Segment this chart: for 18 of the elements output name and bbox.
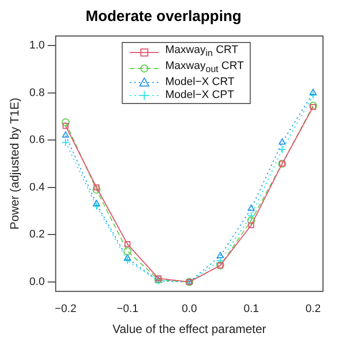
x-tick-label: −0.2 xyxy=(54,303,76,316)
y-tick-label: 0.4 xyxy=(29,181,45,194)
legend-label: Model−X CPT xyxy=(165,89,234,102)
y-tick-label: 0.8 xyxy=(29,86,45,99)
x-tick-label: −0.1 xyxy=(116,303,138,316)
y-tick-label: 0.2 xyxy=(29,228,45,241)
x-tick-label: 0.0 xyxy=(182,303,197,316)
y-tick-label: 1.0 xyxy=(29,39,45,52)
x-tick-label: 0.1 xyxy=(244,303,259,316)
y-tick-label: 0.0 xyxy=(29,276,45,288)
legend-label: Model−X CRT xyxy=(165,76,234,90)
legend-label: Maxway$_{out}$ CRT xyxy=(165,60,244,76)
chart-title: Moderate overlapping xyxy=(86,8,242,26)
legend-label: Maxway$_{in}$ CRT xyxy=(165,44,238,60)
y-axis-title: Power (adjusted by T1E) xyxy=(8,98,22,230)
y-tick-label: 0.6 xyxy=(29,134,45,146)
x-tick-label: 0.2 xyxy=(305,303,321,316)
x-axis-title: Value of the effect parameter xyxy=(112,322,266,336)
